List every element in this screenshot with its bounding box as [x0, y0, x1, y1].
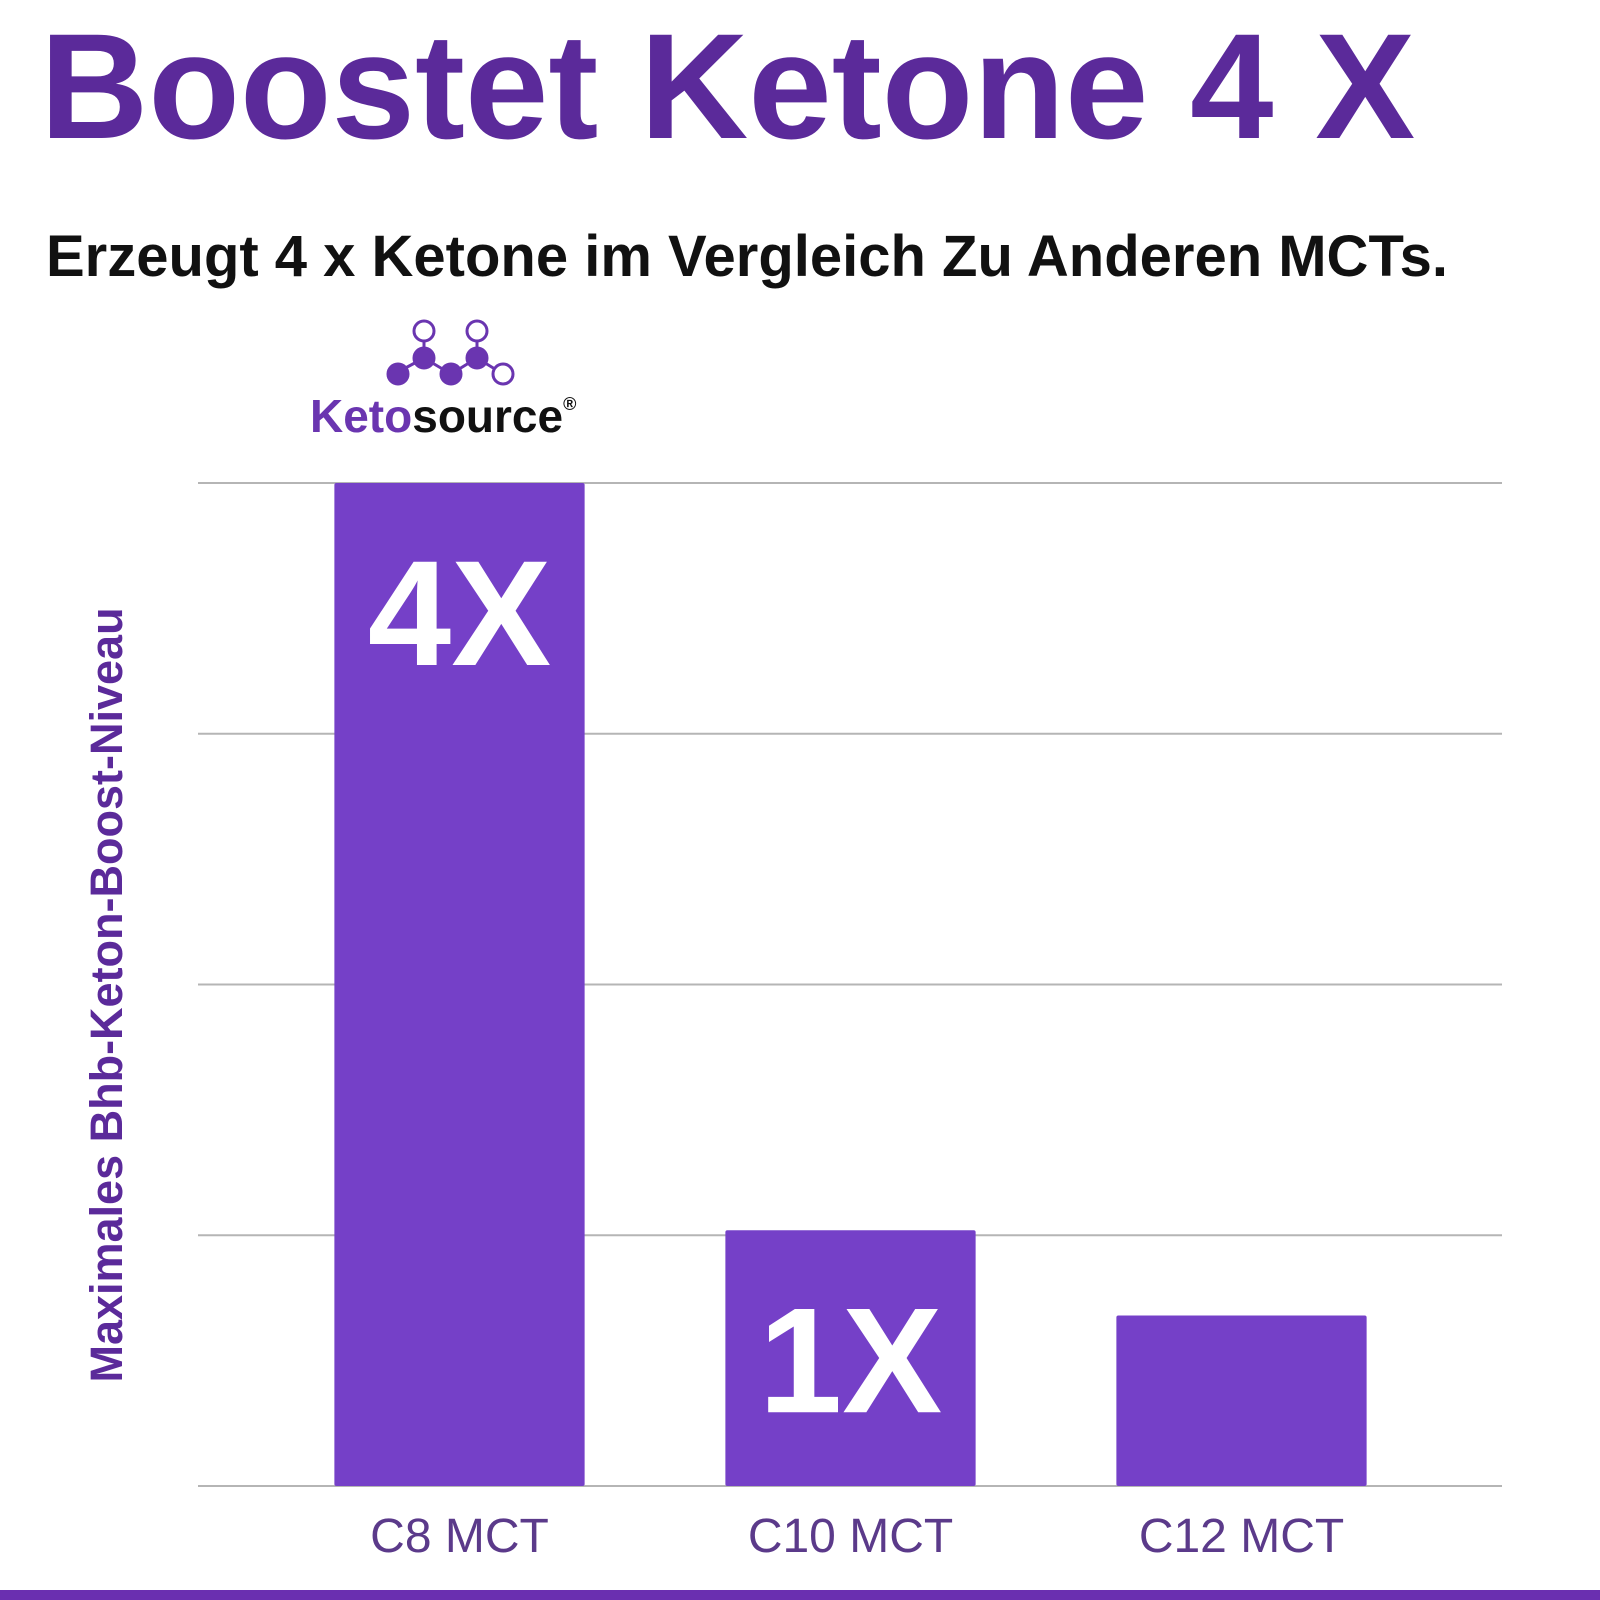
- logo-text: Ketosource®: [310, 390, 576, 442]
- logo-secondary: source: [412, 390, 563, 442]
- x-tick-label: C12 MCT: [1139, 1510, 1344, 1563]
- logo-primary: Keto: [310, 390, 412, 442]
- logo-registered: ®: [563, 394, 576, 414]
- logo-icon: [386, 319, 515, 386]
- bottom-stripe: [0, 1590, 1600, 1600]
- value-label: 1X: [759, 1276, 942, 1444]
- chart-title: Boostet Ketone 4 X: [40, 2, 1415, 170]
- bar: [725, 1230, 976, 1486]
- bar: [1116, 1315, 1367, 1486]
- bar: [334, 483, 585, 1486]
- chart-subtitle: Erzeugt 4 x Ketone im Vergleich Zu Ander…: [46, 224, 1448, 289]
- value-label: 4X: [368, 529, 551, 697]
- y-axis-label: Maximales Bhb-Keton-Boost-Niveau: [81, 607, 132, 1382]
- x-tick-label: C10 MCT: [748, 1510, 953, 1563]
- x-tick-label: C8 MCT: [370, 1510, 549, 1563]
